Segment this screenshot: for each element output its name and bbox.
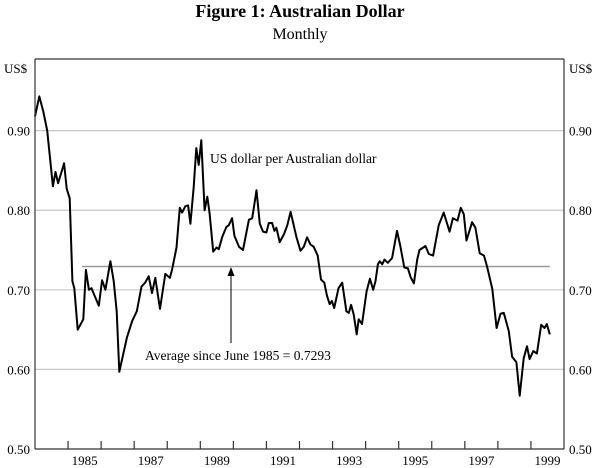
exchange-rate-line xyxy=(34,95,551,397)
y-tick-label-right: 0.70 xyxy=(569,283,592,298)
y-tick-label-left: 0.90 xyxy=(7,124,30,139)
x-tick-label: 1989 xyxy=(204,453,230,468)
y-tick-label-left: 0.70 xyxy=(7,283,30,298)
chart-subtitle: Monthly xyxy=(272,26,327,43)
x-tick-label: 1987 xyxy=(138,453,165,468)
x-tick-label: 1991 xyxy=(270,453,296,468)
x-ticks: 1985 1987 1989 1991 1993 1995 1997 1999 xyxy=(67,441,560,468)
y-tick-label-left: 0.60 xyxy=(7,362,30,377)
x-tick-label: 1985 xyxy=(72,453,98,468)
x-tick-label: 1997 xyxy=(468,453,495,468)
average-annotation: Average since June 1985 = 0.7293 xyxy=(145,348,331,363)
left-axis-unit-label: US$ xyxy=(4,61,28,76)
series-group xyxy=(34,95,551,397)
y-tick-label-left: 0.80 xyxy=(7,203,30,218)
gridlines xyxy=(35,130,564,371)
y-tick-label-right: 0.90 xyxy=(569,124,592,139)
x-tick-label: 1995 xyxy=(402,453,428,468)
arrow-head-icon xyxy=(227,267,235,276)
y-tick-labels: 0.50 0.50 0.60 0.60 0.70 0.70 0.80 0.80 0.90 0.90 xyxy=(7,124,592,457)
y-tick-label-right: 0.50 xyxy=(569,442,592,457)
plot-frame xyxy=(34,58,565,450)
x-tick-label: 1993 xyxy=(336,453,362,468)
y-tick-label-right: 0.80 xyxy=(569,203,592,218)
series-annotation: US dollar per Australian dollar xyxy=(210,151,377,166)
y-tick-label-left: 0.50 xyxy=(7,442,30,457)
y-tick-label-right: 0.60 xyxy=(569,362,592,377)
chart-title: Figure 1: Australian Dollar xyxy=(195,1,404,21)
x-tick-label: 1999 xyxy=(534,453,560,468)
right-axis-unit-label: US$ xyxy=(569,61,593,76)
